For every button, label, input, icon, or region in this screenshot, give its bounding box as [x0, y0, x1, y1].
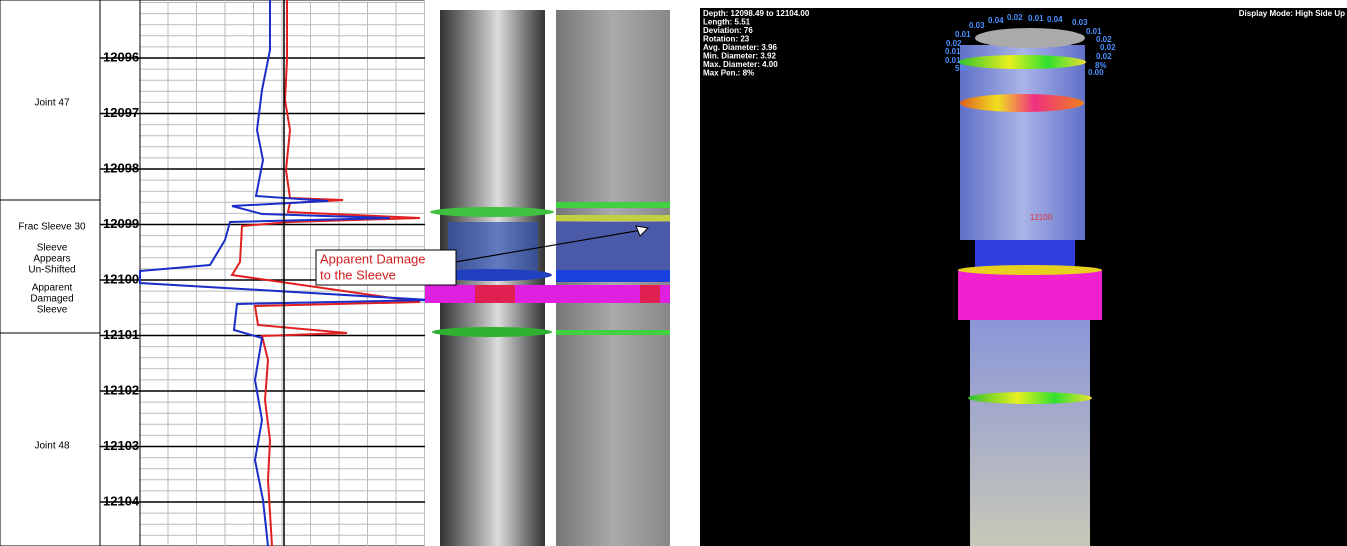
annotation: to the Sleeve	[320, 267, 396, 282]
ring	[432, 327, 552, 337]
ring-label: 0.01	[945, 47, 961, 56]
ring-label: 0.03	[969, 21, 985, 30]
ring	[556, 330, 670, 335]
ring	[958, 55, 1086, 69]
annotation-box	[315, 249, 457, 286]
sleeve-region	[556, 222, 670, 270]
arrow	[454, 229, 643, 263]
magenta-sleeve	[958, 270, 1102, 320]
ring	[432, 269, 552, 281]
magenta-band	[640, 285, 660, 303]
info-line: Length: 5.51	[703, 18, 751, 27]
depth-label: 12101	[103, 327, 139, 342]
info-line: Avg. Diameter: 3.96	[703, 43, 778, 52]
zone-label: Appears	[33, 254, 70, 265]
log-panel: Joint 47 Frac Sleeve 30 Sleeve Appears U…	[0, 0, 670, 546]
depth-label: 12103	[103, 438, 139, 453]
ring-label: 0.04	[988, 16, 1004, 25]
annotation: Apparent Damage	[320, 251, 426, 266]
ring-label: 0.01	[945, 56, 961, 65]
zone-label: Frac Sleeve 30	[18, 222, 86, 233]
ring-label: 0.03	[1072, 18, 1088, 27]
red-curve	[230, 0, 421, 546]
depth-label: 12098	[103, 160, 139, 175]
cylinder-lower	[970, 320, 1090, 546]
ring-label: 0.02	[946, 39, 962, 48]
info-line: Min. Diameter: 3.92	[703, 52, 776, 61]
ring-label: 5%	[955, 64, 967, 73]
magenta-band	[425, 285, 670, 303]
depth-label: 12099	[103, 216, 139, 231]
depth-label: 12097	[103, 105, 139, 120]
info-line: Depth: 12098.49 to 12104.00	[703, 9, 810, 18]
ring-label: 0.04	[1047, 15, 1063, 24]
ring-labels: 0.030.04 0.02 0.01 0.04 0.030.010.010.020.02…	[945, 13, 1116, 77]
zone-label: Un-Shifted	[28, 265, 75, 276]
ring	[968, 392, 1092, 404]
ring-label: 0.01	[1086, 27, 1102, 36]
3d-viewer: 12100 Display Mode: High Side Up Depth: …	[700, 8, 1347, 546]
ring-label: 0.02	[1100, 43, 1116, 52]
grid: 12096 12097 12098 12099 12100 12101 12102 12103…	[100, 0, 425, 546]
info-line: Max. Diameter: 4.00	[703, 60, 778, 69]
info-line: Deviation: 76	[703, 26, 753, 35]
zone-label: Sleeve	[37, 305, 68, 316]
cylinder-cap	[975, 28, 1085, 48]
ring-label: 0.02	[1007, 13, 1023, 22]
ring-label: 0.02	[1096, 52, 1112, 61]
info-line: Max Pen.: 8%	[703, 69, 754, 78]
ring	[430, 207, 554, 217]
zone-label: Joint 47	[34, 98, 69, 109]
ring-label: 0.01	[955, 30, 971, 39]
info-line: Rotation: 23	[703, 35, 750, 44]
ring-label: 0.02	[1096, 35, 1112, 44]
depth-label: 12100	[103, 271, 139, 286]
sleeve-region	[556, 270, 670, 282]
zone-label: Sleeve	[37, 243, 68, 254]
depth-label: 12102	[103, 382, 139, 397]
blue-curve	[139, 0, 431, 546]
ring	[556, 215, 670, 221]
cylinder-upper	[960, 45, 1085, 240]
zone-label: Damaged	[30, 294, 73, 305]
depth-marker: 12100	[1030, 213, 1053, 222]
display-mode: Display Mode: High Side Up	[1239, 9, 1345, 18]
zone-label: Apparent	[32, 283, 73, 294]
magenta-band	[475, 285, 515, 303]
ring	[556, 202, 670, 208]
cylinder-neck	[975, 240, 1075, 268]
depth-label: 12104	[103, 493, 140, 508]
depth-label: 12096	[103, 49, 139, 64]
sleeve-region	[448, 222, 538, 277]
zone-column	[0, 0, 101, 546]
zone-label: Joint 48	[34, 441, 69, 452]
ring-label: 0.00	[1088, 68, 1104, 77]
ring	[960, 94, 1084, 112]
ring-label: 8%	[1095, 61, 1107, 70]
ring	[958, 265, 1102, 275]
ring-label: 0.01	[1028, 14, 1044, 23]
arrow-head	[635, 225, 650, 237]
